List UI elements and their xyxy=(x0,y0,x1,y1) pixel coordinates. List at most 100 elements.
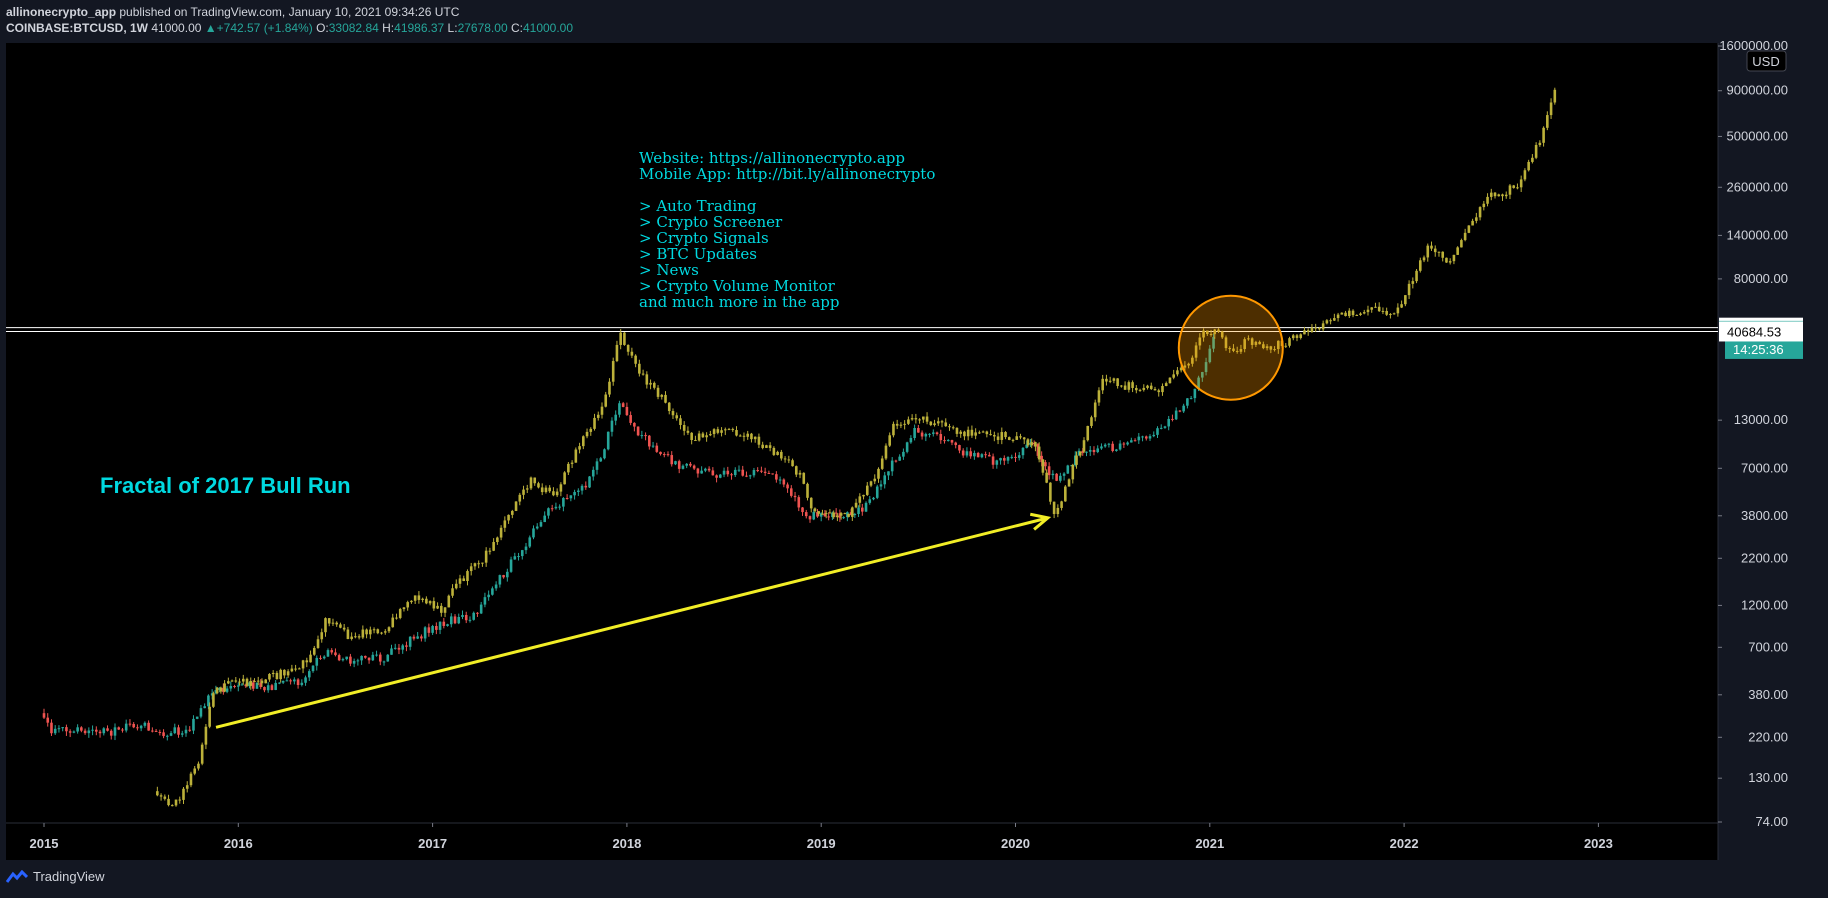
candle-body xyxy=(578,446,581,450)
candle xyxy=(707,466,711,473)
candle xyxy=(674,460,677,466)
promo-text: Website: https://allinonecrypto.app Mobil… xyxy=(639,149,935,311)
candle-body xyxy=(487,594,490,598)
projection-candle xyxy=(518,492,522,506)
projection-candle xyxy=(798,470,802,479)
projection-candle xyxy=(1172,369,1175,380)
candle-body xyxy=(364,655,367,658)
projection-candle xyxy=(1321,320,1325,332)
projection-candle xyxy=(817,510,821,516)
candle-body xyxy=(692,465,696,469)
projection-candle xyxy=(753,436,757,443)
projection-candle xyxy=(731,427,735,432)
candle-body xyxy=(918,419,921,421)
candle-body xyxy=(843,513,847,515)
candle-body xyxy=(965,451,969,456)
candle-body xyxy=(798,472,802,475)
candle-body xyxy=(1366,309,1370,313)
projection-candle xyxy=(529,476,533,491)
candle-body xyxy=(763,471,767,473)
candle-body xyxy=(346,629,350,639)
candle-body xyxy=(630,351,634,356)
projection-candle xyxy=(776,450,779,456)
candle xyxy=(304,675,307,686)
candle-body xyxy=(577,490,580,492)
author-name[interactable]: allinonecrypto_app xyxy=(6,5,117,19)
projection-candle xyxy=(1097,387,1101,406)
candle-body xyxy=(76,727,79,732)
candle-body xyxy=(1407,283,1411,296)
projection-candle xyxy=(1527,159,1530,172)
candle xyxy=(371,651,375,662)
candle-body xyxy=(311,665,315,672)
candle-body xyxy=(322,656,326,659)
projection-candle xyxy=(1187,362,1190,369)
candle-body xyxy=(854,502,858,508)
candle xyxy=(151,727,154,733)
candle-body xyxy=(139,725,143,729)
candle-body xyxy=(106,728,109,731)
candle-body xyxy=(651,445,655,447)
candle xyxy=(158,729,162,736)
candle-body xyxy=(406,602,409,608)
candle-body xyxy=(223,683,226,692)
candle xyxy=(644,432,647,441)
x-tick-label: 2020 xyxy=(1001,836,1030,851)
projection-candle xyxy=(451,584,454,598)
projection-candle xyxy=(406,600,409,611)
candle-body xyxy=(1489,192,1493,197)
symbol-label[interactable]: COINBASE:BTCUSD, 1W xyxy=(6,21,149,35)
trend-arrow-line xyxy=(215,516,1049,729)
projection-candle xyxy=(694,435,697,441)
candle-body xyxy=(1149,385,1153,389)
candle-body xyxy=(1445,257,1448,263)
footer-brand[interactable]: TradingView xyxy=(33,869,105,884)
candle-body xyxy=(1389,314,1392,316)
candle-body xyxy=(509,559,513,572)
candle xyxy=(468,616,472,623)
candle-body xyxy=(289,680,292,682)
candle-body xyxy=(976,452,980,458)
candle xyxy=(648,434,651,450)
price-label-countdown: 14:25:36 xyxy=(1725,338,1803,359)
projection-candle xyxy=(746,430,750,440)
candle-body xyxy=(398,609,402,618)
candle-body xyxy=(939,434,943,441)
candle-body xyxy=(879,484,883,487)
candle-body xyxy=(943,440,946,442)
candle-body xyxy=(1141,436,1144,438)
currency-badge[interactable]: USD xyxy=(1746,50,1787,72)
candle xyxy=(547,507,550,519)
candle-body xyxy=(933,423,936,426)
candle-body xyxy=(453,616,457,624)
candle-body xyxy=(974,432,977,436)
candle-body xyxy=(524,546,528,551)
candle-body xyxy=(46,717,50,723)
candle-body xyxy=(1448,261,1452,263)
projection-candle xyxy=(507,514,510,524)
candle-body xyxy=(554,506,558,509)
candle-body xyxy=(544,487,548,493)
candle xyxy=(857,505,860,518)
projection-candle xyxy=(1049,482,1052,505)
candle-body xyxy=(219,687,223,692)
candle-body xyxy=(1126,442,1129,445)
candle xyxy=(266,682,270,693)
candle xyxy=(580,484,584,495)
candle-body xyxy=(547,508,550,516)
candle-body xyxy=(940,421,944,423)
candle xyxy=(1144,435,1148,441)
price-label-box xyxy=(1719,321,1803,342)
ohlc-line: COINBASE:BTCUSD, 1W 41000.00 ▲+742.57 (+… xyxy=(6,21,573,35)
candle xyxy=(509,556,513,573)
candle-body xyxy=(1082,440,1086,452)
projection-candle xyxy=(1142,384,1146,392)
projection-candle xyxy=(615,340,619,363)
projection-candle xyxy=(1093,399,1097,422)
candle-body xyxy=(499,527,503,538)
candle-body xyxy=(255,682,259,689)
projection-candle xyxy=(1534,142,1538,160)
projection-candle xyxy=(1347,308,1351,318)
candle xyxy=(162,729,165,739)
projection-candle xyxy=(316,635,320,649)
